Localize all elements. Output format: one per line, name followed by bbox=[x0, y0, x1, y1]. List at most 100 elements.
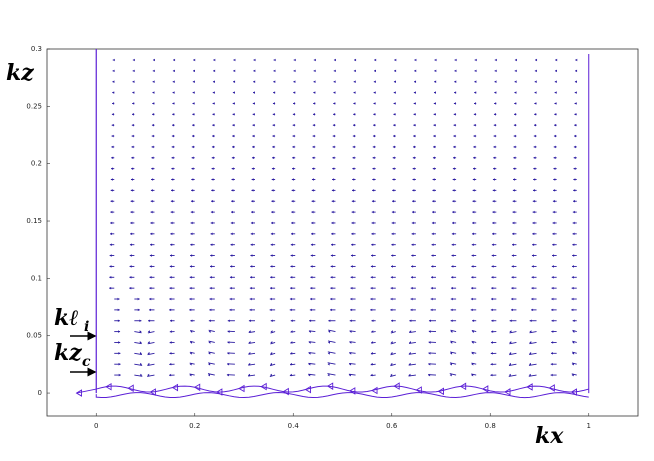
x-tick-label: 0.8 bbox=[485, 422, 496, 430]
vector-head bbox=[353, 123, 356, 127]
vector-head bbox=[190, 210, 193, 214]
vector-head bbox=[574, 91, 577, 94]
vector bbox=[509, 352, 517, 356]
vector-head bbox=[332, 178, 335, 181]
vector-head bbox=[554, 102, 557, 105]
vector-head bbox=[353, 80, 356, 84]
vector-head bbox=[470, 308, 473, 312]
y-tick-label: 0.3 bbox=[31, 45, 42, 53]
vector bbox=[450, 340, 457, 343]
vector-head bbox=[412, 199, 415, 203]
vector-head bbox=[151, 145, 154, 149]
vector-head bbox=[371, 254, 374, 257]
vector-head bbox=[333, 91, 336, 94]
vector-head bbox=[312, 113, 315, 116]
vector-head bbox=[271, 210, 274, 214]
vector bbox=[408, 374, 416, 377]
vector-head bbox=[117, 308, 120, 312]
vector-head bbox=[390, 362, 393, 366]
vector-head bbox=[272, 145, 275, 149]
vector bbox=[529, 342, 537, 345]
vector-head bbox=[511, 254, 514, 257]
vector bbox=[248, 342, 256, 344]
vector-head bbox=[354, 58, 357, 62]
vector-head bbox=[249, 308, 252, 312]
vector bbox=[449, 373, 457, 376]
vector-head bbox=[494, 102, 497, 105]
vector-head bbox=[512, 221, 515, 225]
vector-head bbox=[491, 275, 494, 279]
vector-head bbox=[493, 134, 496, 138]
vector-head bbox=[327, 362, 330, 366]
vector-head bbox=[490, 341, 493, 344]
vector-head bbox=[450, 297, 453, 301]
vector-head bbox=[289, 297, 292, 301]
vector-head bbox=[112, 58, 115, 62]
vector-head bbox=[312, 123, 315, 127]
vector-head bbox=[451, 254, 454, 257]
vector-head bbox=[351, 232, 354, 236]
vector-head bbox=[392, 145, 395, 149]
vector-head bbox=[270, 319, 273, 323]
vector-head bbox=[574, 113, 577, 116]
vector-head bbox=[290, 275, 293, 279]
vector-head bbox=[140, 362, 143, 366]
vector bbox=[571, 373, 577, 376]
vector-head bbox=[272, 102, 275, 105]
vector-head bbox=[571, 275, 574, 279]
vector-head bbox=[514, 80, 517, 84]
vector-head bbox=[372, 167, 375, 170]
vector-head bbox=[512, 189, 515, 192]
vector-head bbox=[110, 189, 113, 192]
vector-head bbox=[328, 319, 331, 323]
vector-head bbox=[152, 58, 155, 62]
vector-head bbox=[327, 352, 330, 355]
vector-head bbox=[451, 243, 454, 246]
vector-head bbox=[233, 58, 236, 62]
vector-head bbox=[231, 156, 234, 160]
vector-head bbox=[110, 221, 113, 225]
vector-head bbox=[331, 210, 334, 214]
vector-head bbox=[211, 167, 214, 170]
vector-head bbox=[428, 319, 431, 323]
vector-head bbox=[191, 145, 194, 149]
vector-head bbox=[231, 199, 234, 203]
vector bbox=[247, 374, 256, 377]
vector-head bbox=[210, 210, 213, 214]
vector-head bbox=[210, 265, 213, 268]
vector-head bbox=[473, 123, 476, 127]
vector-head bbox=[349, 362, 352, 366]
vector-head bbox=[490, 373, 493, 377]
vector-head bbox=[112, 102, 115, 105]
vector-head bbox=[293, 80, 296, 84]
vector-head bbox=[308, 362, 311, 366]
vector-head bbox=[431, 275, 434, 279]
vector-head bbox=[349, 341, 352, 344]
vector-head bbox=[169, 319, 172, 323]
vector-head bbox=[130, 232, 133, 236]
vector-head bbox=[410, 308, 413, 312]
vector-head bbox=[130, 178, 133, 181]
vector-head bbox=[514, 102, 517, 105]
vector-head bbox=[229, 297, 232, 301]
vector-head bbox=[130, 189, 133, 192]
vector-head bbox=[252, 134, 255, 138]
vector-head bbox=[109, 275, 112, 279]
vector-head bbox=[391, 243, 394, 246]
vector-head bbox=[510, 308, 513, 312]
vector-head bbox=[129, 265, 132, 268]
vector-head bbox=[333, 102, 336, 105]
vector bbox=[529, 331, 537, 334]
vector-head bbox=[453, 145, 456, 149]
vector-head bbox=[472, 178, 475, 181]
vector-head bbox=[553, 189, 556, 192]
vector-head bbox=[230, 221, 233, 225]
vector-head bbox=[511, 286, 514, 290]
vector-head bbox=[189, 308, 192, 312]
vector-head bbox=[393, 80, 396, 84]
vector-head bbox=[139, 319, 142, 323]
vector-head bbox=[150, 221, 153, 225]
vector-head bbox=[117, 319, 120, 323]
vector-head bbox=[514, 58, 517, 62]
vector-head bbox=[250, 254, 253, 257]
